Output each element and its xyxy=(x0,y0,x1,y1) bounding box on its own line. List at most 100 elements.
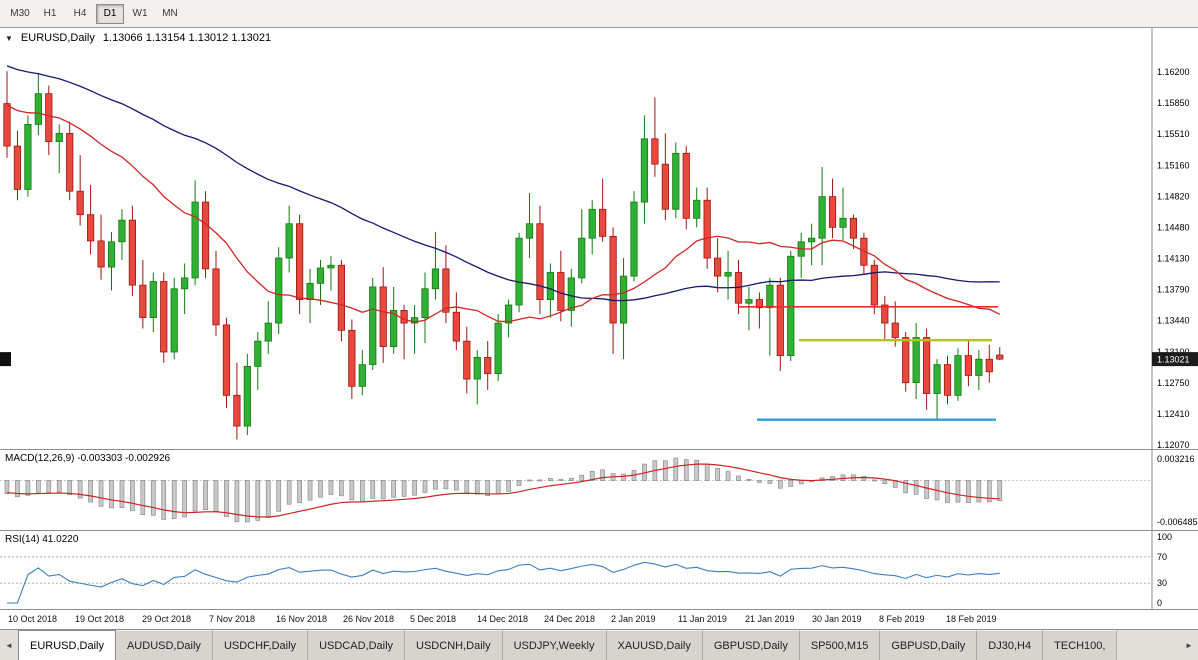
date-label: 18 Feb 2019 xyxy=(946,614,997,624)
rsi-svg: 100 70 30 0 xyxy=(0,531,1172,609)
timeframe-button-mn[interactable]: MN xyxy=(162,7,178,19)
date-label: 14 Dec 2018 xyxy=(477,614,529,624)
candle xyxy=(139,259,147,329)
timeframe-button-w1[interactable]: W1 xyxy=(132,7,148,19)
candle xyxy=(808,223,816,266)
rsi-axis-label: 100 xyxy=(1157,532,1172,542)
candle xyxy=(118,209,126,260)
date-label: 2 Jan 2019 xyxy=(611,614,656,624)
chart-tab-eurusd-daily[interactable]: EURUSD,Daily xyxy=(18,630,116,660)
candle xyxy=(254,332,262,390)
timeframe-button-h1[interactable]: H1 xyxy=(43,7,57,19)
date-label: 16 Nov 2018 xyxy=(276,614,328,624)
rsi-axis-label: 70 xyxy=(1157,552,1167,562)
price-axis-label: 1.14480 xyxy=(1157,222,1190,232)
macd-svg: 0.003216 -0.006485 xyxy=(0,450,1198,530)
chart-tabs: EURUSD,Daily AUDUSD,Daily USDCHF,Daily USDC… xyxy=(18,630,1180,660)
rsi-panel[interactable]: 100 70 30 0 RSI(14) 41.0220 xyxy=(0,531,1198,609)
chart-tab-gbpusd-daily[interactable]: GBPUSD,Daily xyxy=(880,630,978,660)
candle xyxy=(442,245,450,324)
candle xyxy=(97,214,105,280)
chart-tab-usdcad-daily[interactable]: USDCAD,Daily xyxy=(308,630,406,660)
timeframe-button-m30[interactable]: M30 xyxy=(10,7,30,19)
candle xyxy=(369,277,377,371)
candle xyxy=(766,277,774,356)
candle xyxy=(651,97,659,177)
timeframe-button-d1[interactable]: D1 xyxy=(96,3,124,24)
macd-axis-max-label: 0.003216 xyxy=(1157,454,1195,464)
chart-tab-gbpusd-daily[interactable]: GBPUSD,Daily xyxy=(702,630,800,660)
candle xyxy=(881,295,889,340)
price-chart-panel[interactable]: 1.16200 1.15850 1.15510 1.15160 1.14820 1.144… xyxy=(0,28,1198,449)
chart-tab-dj30-h4[interactable]: DJ30,H4 xyxy=(977,630,1044,660)
candle xyxy=(588,200,596,255)
candle xyxy=(849,214,858,250)
candle xyxy=(201,191,210,278)
price-axis-label: 1.12750 xyxy=(1157,378,1190,388)
chart-tab-usdcnh-daily[interactable]: USDCNH,Daily xyxy=(405,630,503,660)
date-label: 8 Feb 2019 xyxy=(879,614,925,624)
candle xyxy=(66,121,74,201)
chart-tab-xauusd-daily[interactable]: XAUUSD,Daily xyxy=(606,630,703,660)
macd-panel[interactable]: 0.003216 -0.006485 MACD(12,26,9) -0.00330… xyxy=(0,450,1198,530)
current-price-badge-text: 1.13021 xyxy=(1157,355,1190,365)
chart-tab-tech100[interactable]: TECH100, xyxy=(1043,630,1118,660)
chart-tab-sp500-m15[interactable]: SP500,M15 xyxy=(799,630,881,660)
candle xyxy=(714,238,722,293)
candle xyxy=(191,180,199,286)
candle xyxy=(316,259,325,306)
candle xyxy=(76,155,84,226)
candle xyxy=(630,191,638,282)
tabs-scroll-left-button[interactable]: ◄ xyxy=(5,640,13,650)
candle xyxy=(264,301,272,354)
candle xyxy=(599,178,607,242)
tabs-scroll-right-button[interactable]: ► xyxy=(1185,640,1193,650)
candle xyxy=(128,205,136,296)
candle xyxy=(525,193,534,259)
date-label: 30 Jan 2019 xyxy=(812,614,862,624)
date-axis: 10 Oct 2018 19 Oct 2018 29 Oct 2018 7 Nov 2… xyxy=(0,609,1198,629)
rsi-line xyxy=(7,561,1000,604)
candle xyxy=(818,166,826,266)
left-edge-price-marker xyxy=(0,352,11,367)
candle xyxy=(243,353,251,436)
candle xyxy=(504,299,513,338)
candle xyxy=(954,348,962,401)
candle xyxy=(295,214,304,315)
date-label: 24 Dec 2018 xyxy=(544,614,596,624)
candle xyxy=(891,301,899,347)
candle xyxy=(87,184,95,255)
macd-histogram xyxy=(4,457,1003,523)
panel-splitter[interactable] xyxy=(0,530,1198,531)
candle xyxy=(181,263,189,315)
chart-tab-usdchf-daily[interactable]: USDCHF,Daily xyxy=(212,630,309,660)
price-axis-label: 1.13790 xyxy=(1157,285,1190,295)
chart-tab-audusd-daily[interactable]: AUDUSD,Daily xyxy=(115,630,213,660)
chart-tab-bar: ◄ EURUSD,Daily AUDUSD,Daily USDCHF,Daily US… xyxy=(0,629,1198,660)
candle xyxy=(661,133,669,221)
candle xyxy=(107,231,116,291)
candle xyxy=(996,347,1004,360)
candle xyxy=(619,258,628,360)
candle xyxy=(609,227,617,354)
timeframe-button-h4[interactable]: H4 xyxy=(73,7,87,19)
panel-splitter[interactable] xyxy=(0,449,1198,450)
candle xyxy=(536,205,544,315)
candle xyxy=(546,263,555,318)
candle xyxy=(755,292,764,329)
candle xyxy=(327,256,335,291)
candle xyxy=(828,178,837,239)
price-axis-label: 1.13440 xyxy=(1157,316,1190,326)
candle xyxy=(13,130,22,201)
current-price-badge xyxy=(1152,352,1198,367)
rsi-axis-label: 30 xyxy=(1157,578,1167,588)
date-label: 7 Nov 2018 xyxy=(209,614,256,624)
candle xyxy=(902,332,910,392)
date-label: 21 Jan 2019 xyxy=(745,614,795,624)
candle xyxy=(567,268,575,327)
candle xyxy=(933,359,941,421)
chart-tab-usdjpy-weekly[interactable]: USDJPY,Weekly xyxy=(502,630,607,660)
price-axis-label: 1.14820 xyxy=(1157,191,1190,201)
macd-axis-min-label: -0.006485 xyxy=(1157,517,1198,527)
